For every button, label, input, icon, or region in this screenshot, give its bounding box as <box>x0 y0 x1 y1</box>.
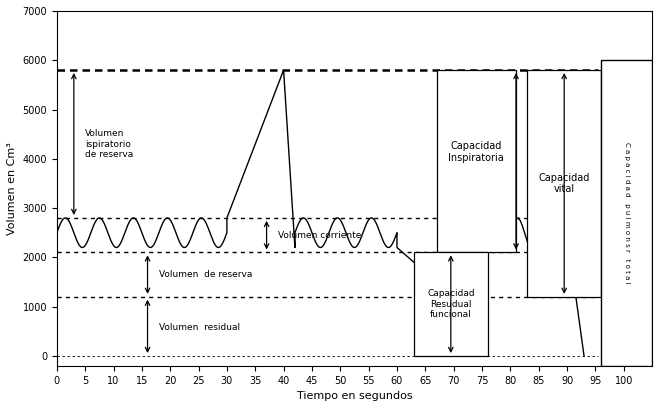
X-axis label: Tiempo en segundos: Tiempo en segundos <box>297 391 413 401</box>
Text: C a p a c i d a d   p u l m o n s r   t o t a l: C a p a c i d a d p u l m o n s r t o t … <box>623 142 629 284</box>
Bar <box>437 70 516 253</box>
Bar <box>527 70 601 297</box>
Text: Volumen corriente: Volumen corriente <box>278 231 361 239</box>
Text: Capacidad
Resudual
funcional: Capacidad Resudual funcional <box>427 289 474 319</box>
Bar <box>414 253 488 356</box>
Text: Volumen
ispiratorio
de reserva: Volumen ispiratorio de reserva <box>85 129 133 159</box>
Y-axis label: Volumen en Cm³: Volumen en Cm³ <box>7 142 17 235</box>
Bar <box>601 60 652 366</box>
Text: Capacidad
Inspiratoria: Capacidad Inspiratoria <box>449 141 504 163</box>
Text: Capacidad
vital: Capacidad vital <box>538 173 590 194</box>
Text: Volumen  de reserva: Volumen de reserva <box>159 270 252 279</box>
Text: Volumen  residual: Volumen residual <box>159 323 240 332</box>
